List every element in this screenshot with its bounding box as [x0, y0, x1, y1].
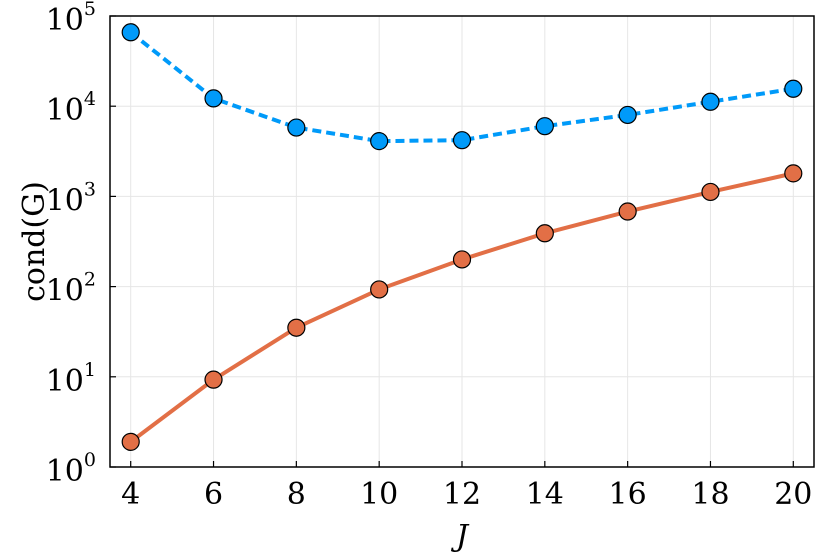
- data-point: [452, 250, 472, 269]
- data-point: [370, 280, 389, 299]
- x-tick-label: 4: [121, 477, 140, 512]
- x-tick-label: 8: [287, 477, 306, 512]
- y-tick-label: 101: [46, 359, 96, 399]
- series-2: [121, 164, 803, 451]
- x-tick-label: 18: [691, 477, 729, 512]
- data-point: [287, 318, 306, 337]
- data-point: [121, 432, 140, 451]
- x-tick-label: 10: [360, 477, 398, 512]
- y-tick-label: 103: [46, 178, 96, 218]
- data-point: [204, 370, 223, 389]
- x-tick-label: 14: [526, 477, 564, 512]
- data-point: [535, 117, 554, 136]
- y-tick-label: 104: [46, 88, 96, 128]
- data-point: [535, 224, 554, 243]
- y-tick-label: 105: [46, 0, 96, 38]
- data-point: [618, 105, 637, 125]
- data-point: [618, 202, 637, 221]
- x-tick-label: 12: [443, 477, 481, 512]
- y-tick-label: 100: [46, 449, 96, 489]
- data-point: [287, 118, 306, 137]
- x-tick-label: 16: [609, 477, 647, 512]
- data-point: [784, 164, 803, 183]
- y-tick-label: 102: [46, 269, 96, 309]
- data-point: [204, 89, 223, 108]
- data-point: [452, 131, 472, 150]
- data-point: [701, 182, 720, 202]
- x-tick-label: 20: [774, 477, 812, 512]
- y-axis-title: cond(G): [17, 181, 52, 302]
- x-tick-label: 6: [204, 477, 223, 512]
- data-point: [701, 92, 720, 111]
- ticks: 4 6 8 10 12 14 16 18 20 100 101 102 103 104 105: [46, 0, 813, 512]
- data-point: [121, 23, 140, 42]
- grid: [110, 15, 814, 468]
- data-point: [370, 132, 389, 151]
- series-layer: [121, 23, 803, 451]
- x-axis-title: J: [450, 519, 470, 554]
- data-point: [784, 79, 803, 98]
- series-1: [121, 23, 803, 151]
